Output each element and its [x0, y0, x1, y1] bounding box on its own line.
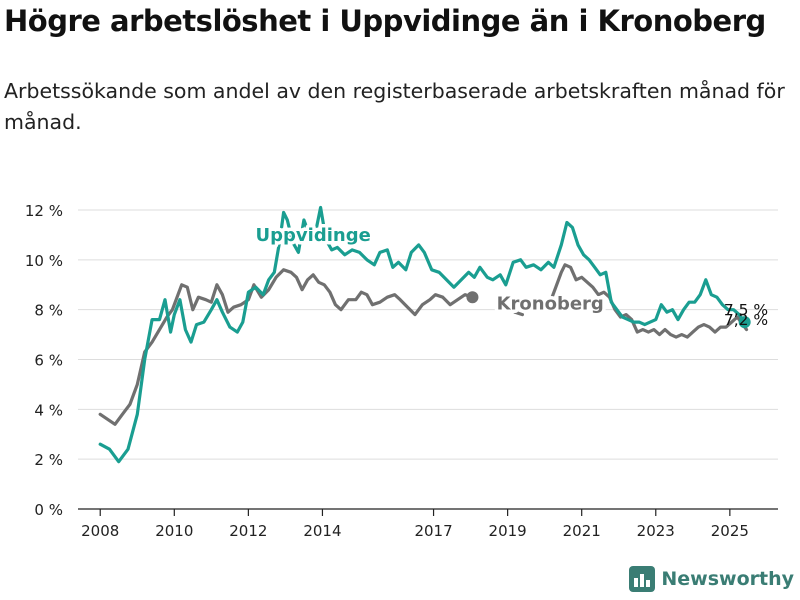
chart-subtitle: Arbetssökande som andel av den registerb…	[4, 79, 785, 134]
labels: 7,5 %7,2 % Uppvidinge Kronoberg	[252, 221, 768, 329]
series-label-kronoberg: Kronoberg	[497, 293, 604, 314]
end-value-label-kronoberg: 7,2 %	[724, 311, 768, 329]
newsworthy-brand: Newsworthy	[629, 566, 794, 592]
x-tick-label: 2014	[303, 522, 341, 540]
y-tick-label: 4 %	[34, 401, 63, 419]
x-tick-label: 2019	[489, 522, 527, 540]
axes: 0 % 2 % 4 % 6 % 8 % 10 % 12 % 2008 2010 2012 2014 2…	[25, 202, 778, 540]
series-line-kronoberg	[513, 310, 524, 317]
end-value-label-uppvidinge: 7,5 %	[724, 301, 768, 319]
x-tick-label: 2012	[229, 522, 267, 540]
x-tick-label: 2021	[563, 522, 601, 540]
series-label-uppvidinge: Uppvidinge	[256, 225, 371, 246]
y-tick-label: 0 %	[34, 501, 63, 519]
x-tick-label: 2008	[81, 522, 119, 540]
x-tick-label: 2025	[711, 522, 749, 540]
series-line-kronoberg	[98, 268, 474, 426]
y-tick-label: 6 %	[34, 352, 63, 370]
chart-title: Högre arbetslöshet i Uppvidinge än i Kro…	[4, 4, 766, 38]
end-dot-uppvidinge	[738, 316, 751, 329]
series-line-kronoberg	[548, 263, 749, 339]
y-tick-label: 12 %	[25, 202, 63, 220]
y-tick-label: 8 %	[34, 302, 63, 320]
x-tick-label: 2023	[637, 522, 675, 540]
y-tick-label: 2 %	[34, 451, 63, 469]
x-tick-label: 2017	[414, 522, 452, 540]
gridlines	[78, 209, 778, 510]
end-dot-kronoberg	[466, 291, 479, 304]
series-line-uppvidinge	[98, 205, 747, 464]
newsworthy-logo-icon	[629, 566, 656, 592]
y-tick-label: 10 %	[25, 252, 63, 270]
series-lines	[98, 205, 749, 464]
x-tick-label: 2010	[155, 522, 193, 540]
brand-label: Newsworthy	[661, 568, 794, 590]
